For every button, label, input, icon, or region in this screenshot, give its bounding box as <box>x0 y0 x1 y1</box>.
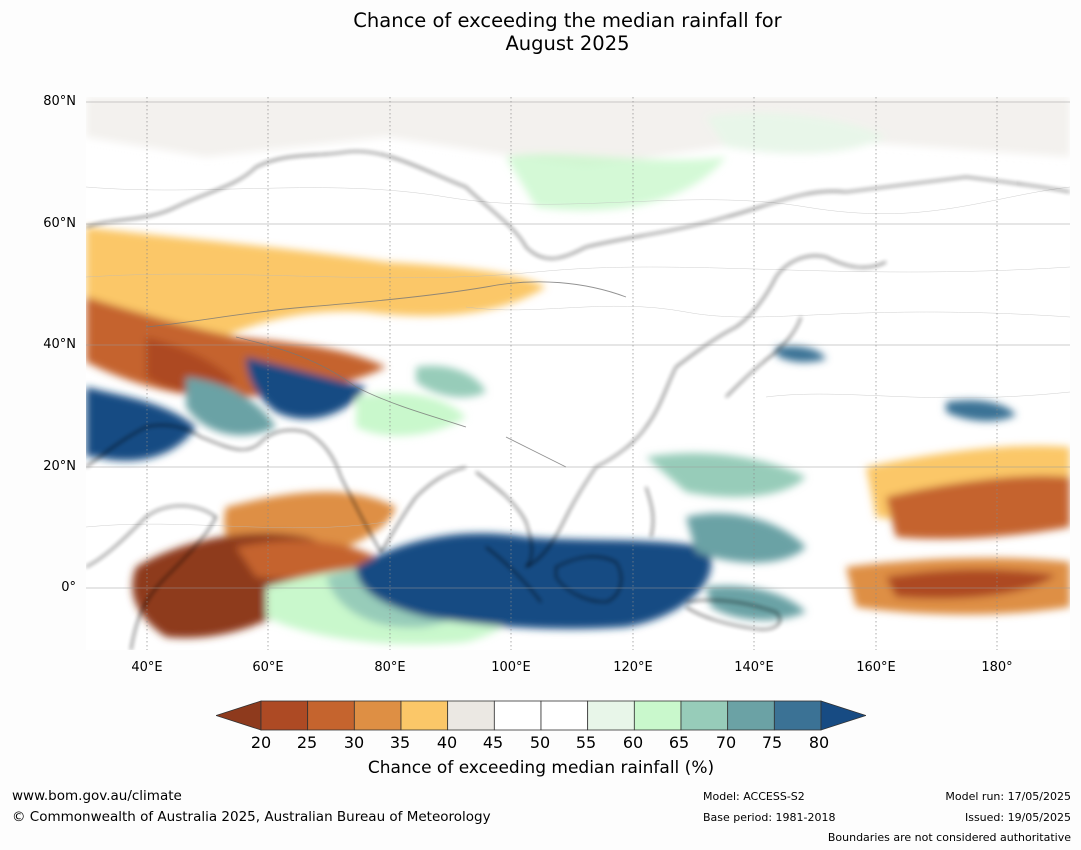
field-pacific-teal <box>646 453 806 497</box>
colorbar-label: Chance of exceeding median rainfall (%) <box>367 758 715 778</box>
map-canvas <box>86 97 1070 650</box>
lon-label-160e: 160°E <box>856 660 896 675</box>
lat-label-40n: 40°N <box>43 337 76 352</box>
lon-label-80e: 80°E <box>374 660 406 675</box>
coast-sumatra <box>485 546 542 603</box>
colorbar-bin-40 <box>447 700 495 731</box>
colorbar-tick-55: 55 <box>575 733 597 752</box>
lat-label-20n: 20°N <box>43 459 76 474</box>
colorbar-bin-75 <box>773 700 822 731</box>
field-iran-blue <box>246 357 366 419</box>
field-philippines-teal <box>686 513 806 563</box>
colorbar-tick-45: 45 <box>482 733 504 752</box>
colorbar-tick-35: 35 <box>389 733 411 752</box>
field-iran-teal <box>186 377 276 436</box>
lon-label-120e: 120°E <box>613 660 653 675</box>
colorbar-tick-40: 40 <box>436 733 458 752</box>
field-north-green <box>506 154 726 211</box>
coast-philippines <box>645 486 654 538</box>
colorbar-tick-60: 60 <box>622 733 644 752</box>
field-pacific-blue-1 <box>946 400 1016 422</box>
colorbar-tick-20: 20 <box>250 733 272 752</box>
coast-newguinea <box>685 599 781 631</box>
lat-label-80n: 80°N <box>43 94 76 109</box>
coast-arabia <box>86 424 342 478</box>
rainfall-map <box>86 97 1070 650</box>
coast-africa <box>86 505 217 650</box>
field-central-asia-darkbrown <box>146 337 236 393</box>
field-equatorial-brown <box>886 569 1056 599</box>
lon-label-60e: 60°E <box>252 660 284 675</box>
field-tibet-teal <box>416 365 486 398</box>
lon-label-40e: 40°E <box>131 660 163 675</box>
footer-issued: Issued: 19/05/2025 <box>964 811 1071 824</box>
colorbar-bin-50 <box>540 700 589 731</box>
colorbar-segments <box>216 700 866 731</box>
colorbar-bin-45 <box>493 700 542 731</box>
colorbar-bin-70 <box>727 700 775 731</box>
coast-india <box>340 466 467 554</box>
lon-label-100e: 100°E <box>491 660 531 675</box>
colorbar-bin-55 <box>587 700 635 731</box>
field-north-grey <box>86 97 1070 167</box>
footer-model: Model: ACCESS-S2 <box>703 790 805 803</box>
parallels <box>86 101 1070 589</box>
colorbar-extend-high <box>820 700 866 731</box>
colorbar-tick-80: 80 <box>808 733 830 752</box>
colorbar-bin-60 <box>633 700 682 731</box>
field-central-asia-orange <box>86 227 546 361</box>
coast-indochina <box>475 366 677 568</box>
colorbar-tick-30: 30 <box>343 733 365 752</box>
field-pacific-brown <box>886 475 1070 539</box>
footer-copyright: © Commonwealth of Australia 2025, Austra… <box>12 809 491 825</box>
title-line-2: August 2025 <box>505 32 630 55</box>
lat-label-0: 0° <box>61 580 76 595</box>
coast-china <box>675 255 887 368</box>
colorbar-tick-70: 70 <box>715 733 737 752</box>
field-arabia-blue <box>86 387 196 461</box>
colorbar-tick-50: 50 <box>529 733 551 752</box>
field-pacific-blue-2 <box>776 346 826 363</box>
coast-japan <box>725 316 802 398</box>
colorbar-tick-75: 75 <box>761 733 783 752</box>
contour-texture <box>86 186 1070 529</box>
coast-europe-russia <box>86 150 1070 260</box>
country-boundaries <box>145 281 627 468</box>
colorbar-bin-20 <box>260 700 309 731</box>
probability-fields <box>86 97 1070 645</box>
field-png-teal <box>706 585 806 621</box>
footer-model-run: Model run: 17/05/2025 <box>945 790 1071 803</box>
graticule <box>146 97 998 650</box>
lon-label-140e: 140°E <box>734 660 774 675</box>
colorbar <box>216 700 866 731</box>
coast-borneo <box>555 556 622 603</box>
colorbar-bin-30 <box>353 700 402 731</box>
field-somali-orange <box>236 540 376 579</box>
lon-label-180: 180° <box>981 660 1013 675</box>
colorbar-bin-25 <box>307 700 355 731</box>
colorbar-tick-25: 25 <box>296 733 318 752</box>
footer-boundaries-note: Boundaries are not considered authoritat… <box>827 831 1071 844</box>
field-siberia-green <box>706 113 886 154</box>
coastlines <box>86 150 1070 650</box>
colorbar-tick-65: 65 <box>668 733 690 752</box>
lat-label-60n: 60°N <box>43 216 76 231</box>
colorbar-bin-35 <box>400 700 449 731</box>
title-line-1: Chance of exceeding the median rainfall … <box>353 9 782 32</box>
colorbar-extend-low <box>216 700 262 731</box>
field-maritime-blue <box>356 533 712 629</box>
footer-website: www.bom.gov.au/climate <box>12 788 182 804</box>
colorbar-bin-65 <box>680 700 729 731</box>
footer-base-period: Base period: 1981-2018 <box>703 811 836 824</box>
field-himalaya-green <box>356 393 466 436</box>
map-title: Chance of exceeding the median rainfall … <box>0 9 1081 55</box>
